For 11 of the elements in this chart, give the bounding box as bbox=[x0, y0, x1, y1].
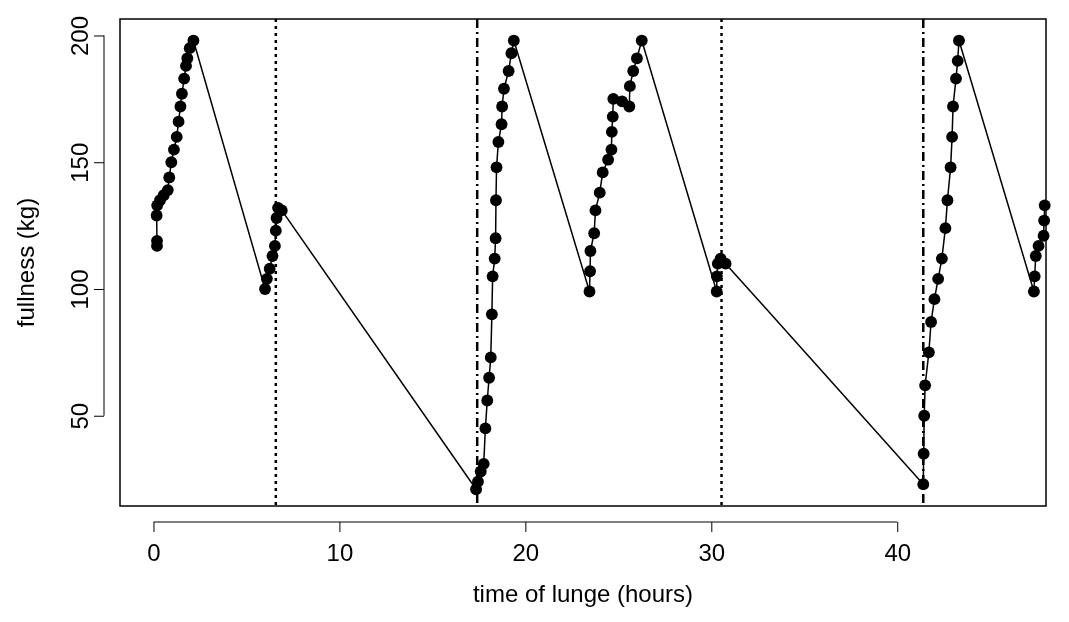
y-tick-label: 100 bbox=[66, 269, 94, 310]
y-tick-label: 150 bbox=[66, 142, 94, 183]
x-axis-title: time of lunge (hours) bbox=[472, 580, 694, 607]
x-tick-label: 30 bbox=[698, 539, 726, 567]
y-tick-label: 200 bbox=[66, 15, 94, 56]
y-tick-label: 50 bbox=[66, 402, 94, 430]
x-tick-label: 10 bbox=[326, 539, 354, 567]
x-tick-label: 20 bbox=[512, 539, 540, 567]
x-tick-label: 40 bbox=[884, 539, 912, 567]
y-axis-title: fullness (kg) bbox=[12, 197, 39, 328]
x-tick-label: 0 bbox=[147, 539, 161, 567]
